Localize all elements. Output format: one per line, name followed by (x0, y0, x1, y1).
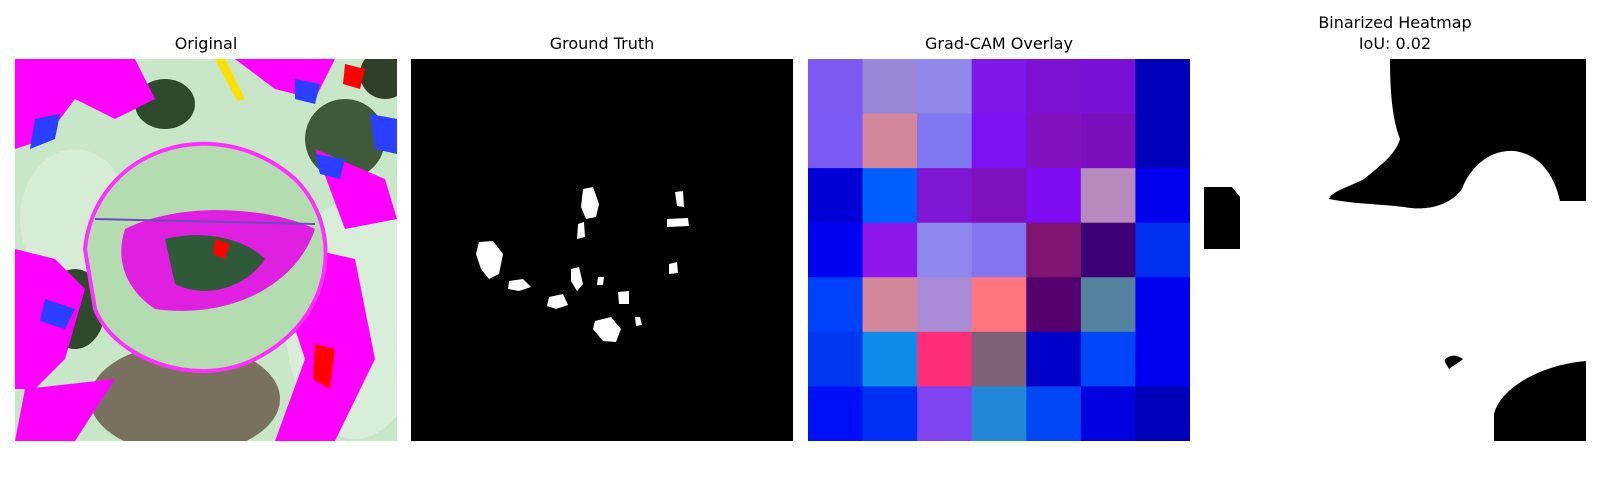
gradcam-cell (1081, 277, 1136, 332)
gradcam-cell (808, 386, 863, 441)
gradcam-cell (917, 114, 972, 169)
gradcam-cell (1135, 114, 1190, 169)
binarized-heatmap (1204, 59, 1586, 441)
gradcam-cell (917, 332, 972, 387)
gradcam-cell (917, 59, 972, 114)
gradcam-cell (972, 59, 1027, 114)
gradcam-cell (972, 168, 1027, 223)
ground-truth-mask (411, 59, 793, 441)
gradcam-cell (1026, 277, 1081, 332)
panel-title-ground-truth: Ground Truth (411, 34, 793, 54)
gradcam-cell (808, 168, 863, 223)
panel-title-original: Original (15, 34, 397, 54)
panel-subtitle-iou: IoU: 0.02 (1204, 34, 1586, 54)
gradcam-cell (808, 277, 863, 332)
gradcam-cell (1081, 59, 1136, 114)
gradcam-cell (1081, 386, 1136, 441)
gradcam-cell (1026, 386, 1081, 441)
gradcam-cell (1135, 168, 1190, 223)
gradcam-cell (863, 277, 918, 332)
gradcam-cell (808, 59, 863, 114)
gradcam-cell (1081, 223, 1136, 278)
panel-title-binarized-heatmap: Binarized Heatmap (1204, 13, 1586, 33)
gradcam-cell (863, 114, 918, 169)
gradcam-cell (972, 114, 1027, 169)
gradcam-cell (972, 277, 1027, 332)
gradcam-cell (1026, 168, 1081, 223)
gradcam-cell (863, 223, 918, 278)
gradcam-cell (863, 332, 918, 387)
gradcam-cell (863, 59, 918, 114)
gradcam-cell (1081, 332, 1136, 387)
gradcam-cell (1135, 223, 1190, 278)
gradcam-cell (1026, 332, 1081, 387)
gradcam-overlay (808, 59, 1190, 441)
gradcam-cell (1026, 59, 1081, 114)
gradcam-cell (1135, 277, 1190, 332)
gradcam-cell (1081, 114, 1136, 169)
gradcam-cell (972, 223, 1027, 278)
gradcam-cell (1026, 223, 1081, 278)
gradcam-cell (1026, 114, 1081, 169)
gradcam-cell (863, 168, 918, 223)
gradcam-cell (917, 386, 972, 441)
gradcam-cell (917, 223, 972, 278)
panel-title-gradcam-overlay: Grad-CAM Overlay (808, 34, 1190, 54)
gradcam-cell (808, 114, 863, 169)
gradcam-cell (863, 386, 918, 441)
gradcam-cell (808, 332, 863, 387)
gradcam-cell (972, 386, 1027, 441)
original-image (15, 59, 397, 441)
gradcam-cell (1135, 386, 1190, 441)
gradcam-cell (1135, 332, 1190, 387)
gradcam-cell (917, 277, 972, 332)
gradcam-cell (917, 168, 972, 223)
gradcam-cell (808, 223, 863, 278)
gradcam-cell (972, 332, 1027, 387)
gradcam-cell (1135, 59, 1190, 114)
gradcam-cell (1081, 168, 1136, 223)
